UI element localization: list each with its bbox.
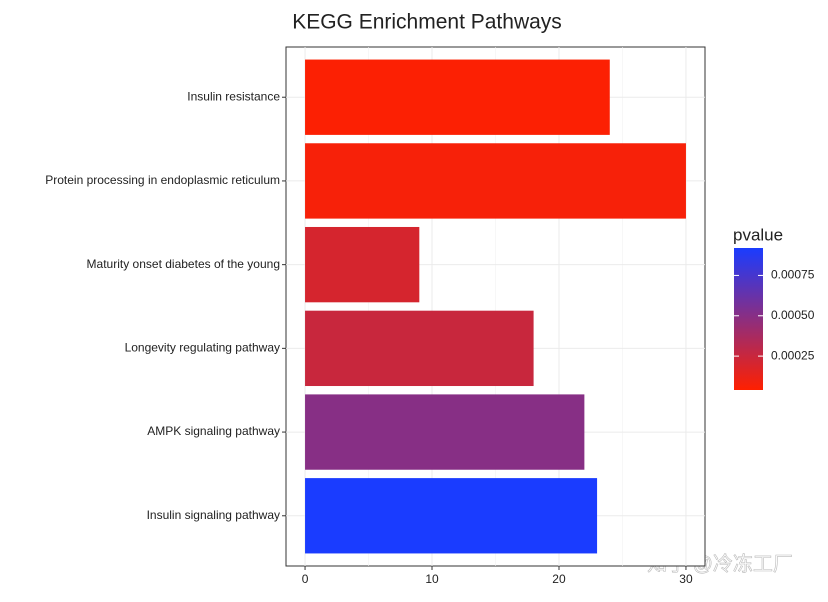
- bar: [305, 310, 534, 387]
- colorbar: [734, 248, 763, 390]
- y-tick-label: Insulin resistance: [187, 89, 280, 103]
- bar: [305, 478, 598, 554]
- bar: [305, 143, 686, 219]
- x-tick-label: 0: [302, 572, 309, 586]
- bar: [305, 226, 420, 303]
- bar: [305, 394, 585, 470]
- legend-title: pvalue: [733, 225, 783, 244]
- y-tick-label: Maturity onset diabetes of the young: [87, 257, 280, 271]
- legend-label: 0.00050: [771, 308, 815, 322]
- x-tick-label: 20: [552, 572, 566, 586]
- x-tick-label: 10: [425, 572, 439, 586]
- y-tick-label: Protein processing in endoplasmic reticu…: [45, 173, 280, 187]
- bar: [305, 59, 610, 135]
- chart-title: KEGG Enrichment Pathways: [292, 11, 562, 34]
- y-tick-label: Longevity regulating pathway: [125, 341, 280, 355]
- y-tick-label: Insulin signaling pathway: [147, 508, 280, 522]
- y-tick-label: AMPK signaling pathway: [147, 424, 280, 438]
- legend-label: 0.00025: [771, 348, 815, 362]
- x-tick-label: 30: [679, 572, 693, 586]
- legend-label: 0.00075: [771, 268, 815, 282]
